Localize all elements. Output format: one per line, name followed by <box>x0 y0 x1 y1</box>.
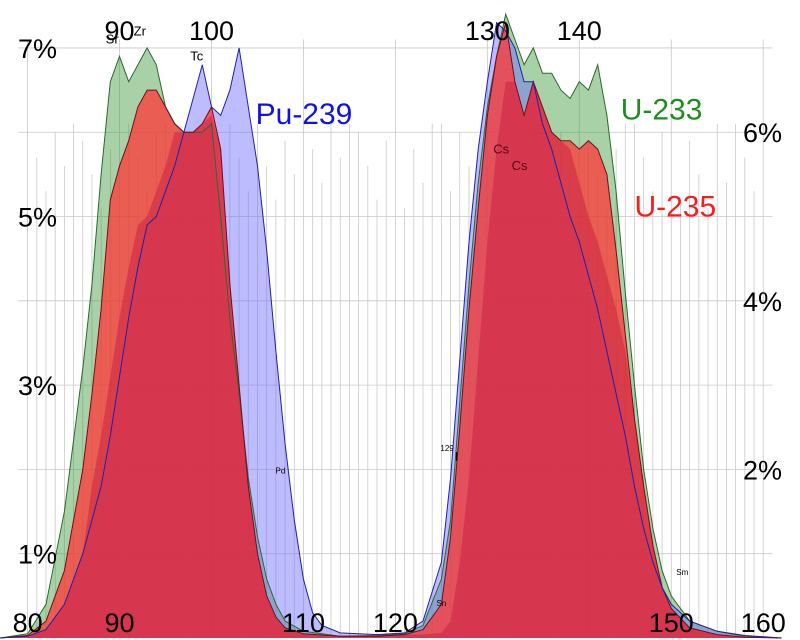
left-axis-label: 5% <box>18 203 57 233</box>
element-label-sr: Sr <box>106 32 120 47</box>
element-label-sm: Sm <box>676 568 688 577</box>
bottom-tick-label: 80 <box>13 608 43 638</box>
chart-labels: 90 100 130 140 80 90 110 120 150 160 7% 5% 3% 1% 6% 4% 2… <box>13 16 786 638</box>
legend-u-233: U-233 <box>621 94 703 127</box>
left-axis-label: 1% <box>18 540 57 570</box>
bottom-tick-label: 120 <box>373 608 418 638</box>
legend-u-235: U-235 <box>634 191 716 224</box>
right-axis-label: 6% <box>743 118 782 148</box>
top-tick-label: 140 <box>557 16 602 46</box>
bottom-tick-label: 90 <box>105 608 135 638</box>
area-overlap <box>0 81 782 638</box>
element-label-pd: Pd <box>276 467 286 476</box>
top-tick-label: 130 <box>465 16 510 46</box>
element-label-sn: Sn <box>436 599 446 608</box>
left-axis-label: 3% <box>18 371 57 401</box>
element-label-tc: Tc <box>190 49 204 64</box>
yield-areas <box>0 14 782 639</box>
right-axis-label: 2% <box>743 455 782 485</box>
left-axis-label: 7% <box>18 34 57 64</box>
line-u-233 <box>0 12 782 639</box>
legend-pu-239: Pu-239 <box>256 98 353 131</box>
cs-label: Cs <box>512 158 528 173</box>
top-tick-label: 100 <box>189 16 234 46</box>
cs-label: Cs <box>493 141 509 156</box>
line-u-235 <box>0 22 782 639</box>
yield-lines <box>0 12 782 639</box>
bottom-tick-label: 150 <box>649 608 694 638</box>
element-label-zr: Zr <box>134 23 147 38</box>
right-axis-label: 4% <box>743 287 782 317</box>
bottom-tick-label: 110 <box>282 608 325 638</box>
line-pu-239 <box>0 21 782 639</box>
bottom-tick-label: 160 <box>741 608 786 638</box>
iodine-symbol-label: I <box>455 449 459 464</box>
iodine-mass-label: 129 <box>440 444 454 453</box>
top-tick-label: 90 <box>105 16 135 46</box>
